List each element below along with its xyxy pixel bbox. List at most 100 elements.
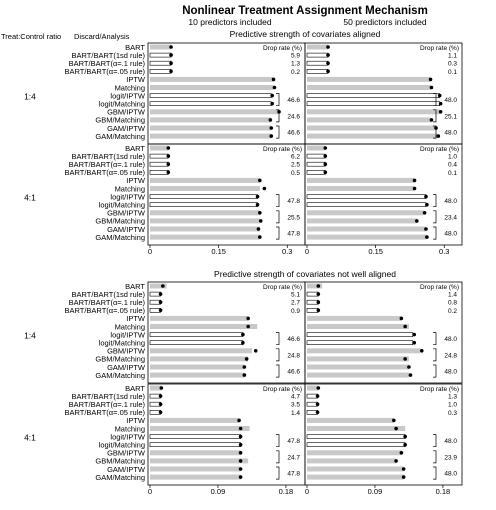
data-point xyxy=(392,418,396,423)
drop-rate-label: 24.8 xyxy=(444,352,457,359)
panel-frame xyxy=(304,143,463,246)
row-header: Treat:Control ratio xyxy=(1,32,61,41)
bar xyxy=(307,283,323,289)
method-label: logit/IPTW xyxy=(110,330,146,339)
bar xyxy=(150,44,172,50)
data-point xyxy=(169,45,173,49)
method-label: BART/BART(α=.1 rule) xyxy=(69,59,146,68)
bar xyxy=(150,315,249,321)
data-point xyxy=(242,373,247,377)
method-label: BART/BART(1sd rule) xyxy=(72,152,146,161)
x-tick-label: 0 xyxy=(148,247,152,256)
data-point xyxy=(258,235,262,239)
bar xyxy=(150,364,245,370)
drop-rate-label: 0.2 xyxy=(291,69,300,76)
data-point xyxy=(238,434,243,439)
x-tick-label: 0.15 xyxy=(368,247,383,256)
drop-rate-label: 23.9 xyxy=(444,454,457,461)
drop-rate-label: 25.5 xyxy=(287,214,300,221)
data-point xyxy=(425,235,429,239)
drop-rate-label: 24.8 xyxy=(287,352,300,359)
bar xyxy=(307,133,438,139)
drop-rate-label: 24.7 xyxy=(287,454,300,461)
bar xyxy=(150,234,260,240)
bar xyxy=(307,450,402,456)
data-point xyxy=(272,85,277,90)
data-point xyxy=(394,426,398,431)
bar xyxy=(149,170,169,175)
section-title-aligned: Predictive strength of covariates aligne… xyxy=(230,29,381,39)
method-label: GAM/IPTW xyxy=(107,124,146,133)
data-point xyxy=(408,373,413,377)
data-point xyxy=(429,85,434,90)
data-point xyxy=(412,186,417,191)
bar xyxy=(149,442,241,448)
drop-rate-label: 47.8 xyxy=(287,471,300,478)
drop-rate-label: 46.6 xyxy=(287,336,300,343)
drop-rate-label: 1.0 xyxy=(448,154,457,161)
data-point xyxy=(256,227,261,231)
drop-rate-label: 1.0 xyxy=(448,402,457,409)
data-point xyxy=(316,308,321,313)
data-point xyxy=(316,284,321,288)
data-point xyxy=(166,170,171,175)
pair-bracket xyxy=(276,194,280,208)
method-label: GAM/Matching xyxy=(95,473,145,482)
data-point xyxy=(238,451,243,455)
data-point xyxy=(158,394,163,398)
drop-rate-label: 47.8 xyxy=(287,198,300,205)
drop-rate-label: 47.8 xyxy=(287,231,300,238)
x-tick-label: 0.15 xyxy=(211,247,226,256)
bar xyxy=(149,153,169,159)
data-point xyxy=(241,332,245,337)
data-point xyxy=(246,316,250,321)
bar xyxy=(306,170,326,175)
drop-rate-label: 0.1 xyxy=(448,69,457,76)
bar xyxy=(150,458,249,464)
pair-bracket xyxy=(276,450,280,464)
bar xyxy=(307,117,431,123)
bar xyxy=(307,234,426,240)
bar xyxy=(149,194,258,199)
pair-bracket xyxy=(276,226,280,240)
pair-bracket xyxy=(276,348,280,362)
drop-rate-label: 47.8 xyxy=(287,438,300,445)
drop-rate-label: 1.1 xyxy=(448,53,457,60)
bar xyxy=(150,450,241,456)
method-label: BART xyxy=(125,384,145,393)
method-label: BART/BART(α=.05 rule) xyxy=(64,408,145,417)
drop-rate-header: Drop rate (%) xyxy=(263,284,302,291)
data-point xyxy=(316,292,321,296)
column-header-50: 50 predictors included xyxy=(343,17,426,27)
bar xyxy=(149,202,258,207)
drop-rate-label: 0.5 xyxy=(291,170,300,177)
data-point xyxy=(399,451,404,455)
method-label: BART/BART(α=.05 rule) xyxy=(64,168,145,177)
method-label: BART/BART(1sd rule) xyxy=(72,290,146,299)
x-tick-label: 0 xyxy=(148,487,152,496)
bar xyxy=(306,202,427,207)
drop-rate-label: 2.7 xyxy=(291,300,300,307)
pair-bracket xyxy=(433,466,437,480)
method-label: IPTW xyxy=(126,416,146,425)
data-point xyxy=(407,365,411,369)
bar xyxy=(307,210,424,216)
pair-bracket xyxy=(276,210,280,224)
panel-frame xyxy=(304,281,463,384)
data-point xyxy=(158,300,163,305)
data-point xyxy=(401,475,406,479)
drop-rate-label: 0.8 xyxy=(448,300,457,307)
drop-rate-label: 0.4 xyxy=(448,162,457,169)
method-header: Discard/Analysis xyxy=(74,32,130,41)
bar xyxy=(307,186,415,191)
method-label: GBM/Matching xyxy=(95,457,145,466)
bar xyxy=(306,52,329,58)
method-label: GBM/Matching xyxy=(95,355,145,364)
drop-rate-label: 48.0 xyxy=(444,198,457,205)
drop-rate-label: 0.1 xyxy=(448,170,457,177)
data-point xyxy=(424,194,428,199)
drop-rate-header: Drop rate (%) xyxy=(263,45,302,52)
data-point xyxy=(238,475,243,479)
bar xyxy=(306,161,326,167)
x-tick-label: 0.09 xyxy=(368,487,383,496)
